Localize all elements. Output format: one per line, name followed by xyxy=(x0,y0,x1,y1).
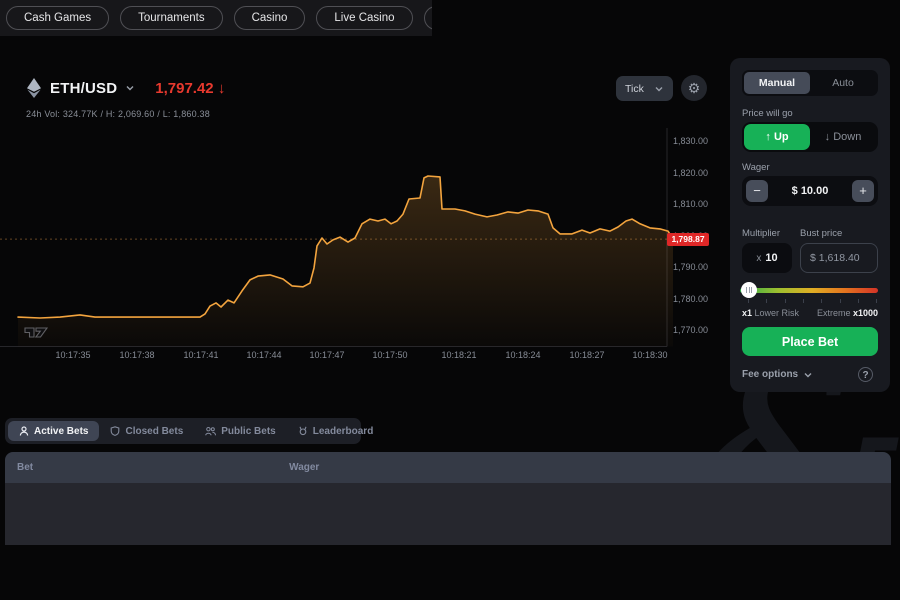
column-wager: Wager xyxy=(289,462,320,473)
down-arrow-icon: ↓ xyxy=(824,131,831,143)
shield-icon xyxy=(111,426,120,436)
interval-dropdown-value: Tick xyxy=(625,82,644,95)
risk-slider-handle[interactable] xyxy=(741,282,757,298)
wager-plus-button[interactable]: + xyxy=(851,180,874,202)
down-button[interactable]: ↓ Down xyxy=(824,131,862,143)
y-axis-label: 1,820.00 xyxy=(673,168,709,178)
bets-table-header: Bet Wager xyxy=(5,452,891,483)
price-chart[interactable] xyxy=(0,128,730,347)
mode-toggle: Manual Auto xyxy=(742,70,878,96)
multiplier-label: Multiplier xyxy=(742,228,781,239)
bets-table-body xyxy=(5,483,891,545)
person-icon xyxy=(19,426,29,436)
bet-panel: Manual Auto Price will go ↑ Up ↓ Down Wa… xyxy=(730,58,890,392)
y-axis-label: 1,790.00 xyxy=(673,262,709,272)
chart-area-fill xyxy=(18,176,673,347)
pair-header: ETH/USD 1,797.42 ↓ xyxy=(26,77,225,99)
tab-closed-bets[interactable]: Closed Bets xyxy=(99,421,194,441)
x-axis-label: 10:17:35 xyxy=(55,350,91,360)
tab-leaderboard[interactable]: Leaderboard xyxy=(287,421,385,441)
tab-public-bets[interactable]: Public Bets xyxy=(194,421,286,441)
nav-live-casino[interactable]: Live Casino xyxy=(316,6,413,30)
x-axis-label: 10:18:24 xyxy=(505,350,541,360)
market-stats: 24h Vol: 324.77K / H: 2,069.60 / L: 1,86… xyxy=(26,109,210,119)
x-axis-label: 10:18:21 xyxy=(441,350,477,360)
column-bet: Bet xyxy=(17,462,34,473)
current-price: 1,797.42 ↓ xyxy=(155,79,226,97)
tradingview-logo-icon[interactable] xyxy=(24,325,49,346)
chevron-down-icon[interactable] xyxy=(125,83,135,93)
tab-auto[interactable]: Auto xyxy=(832,77,854,89)
price-will-go-label: Price will go xyxy=(742,108,793,119)
help-button[interactable]: ? xyxy=(858,367,873,382)
users-icon xyxy=(205,427,217,436)
x-axis-label: 10:17:47 xyxy=(309,350,345,360)
x-axis-label: 10:18:27 xyxy=(569,350,605,360)
bust-price-input[interactable]: $ 1,618.40 xyxy=(800,243,878,273)
fee-options-row: Fee options ? xyxy=(742,367,878,382)
y-axis-label: 1,810.00 xyxy=(673,199,709,209)
tab-active-bets[interactable]: Active Bets xyxy=(8,421,100,441)
x-axis-label: 10:17:44 xyxy=(246,350,282,360)
wager-label: Wager xyxy=(742,162,770,173)
chevron-down-icon xyxy=(804,372,812,377)
current-price-badge: 1,798.87 xyxy=(667,233,709,246)
place-bet-button[interactable]: Place Bet xyxy=(742,327,878,356)
bets-tab-bar: Active Bets Closed Bets Public Bets Lead… xyxy=(5,418,373,444)
x-axis-label: 10:18:30 xyxy=(632,350,668,360)
nav-sports[interactable]: Sports xyxy=(423,6,432,30)
x-axis-label: 10:17:41 xyxy=(183,350,219,360)
wager-minus-button[interactable]: − xyxy=(746,180,768,202)
top-navigation: Cash Games Tournaments Casino Live Casin… xyxy=(0,0,432,36)
price-down-arrow-icon: ↓ xyxy=(217,79,226,97)
interval-dropdown[interactable]: Tick xyxy=(616,76,673,101)
bust-price-value: $ 1,618.40 xyxy=(810,252,860,264)
nav-tournaments[interactable]: Tournaments xyxy=(120,6,223,30)
up-button[interactable]: ↑ Up xyxy=(744,124,810,150)
y-axis-label: 1,830.00 xyxy=(673,136,709,146)
x-axis-labels: 10:17:35 10:17:38 10:17:41 10:17:44 10:17:47… xyxy=(0,350,730,364)
eth-icon xyxy=(26,77,42,99)
risk-labels: x1 Lower Risk Extreme x1000 xyxy=(742,308,878,318)
nav-cash-games[interactable]: Cash Games xyxy=(6,6,110,30)
direction-toggle: ↑ Up ↓ Down xyxy=(742,122,878,152)
chart-price-line xyxy=(17,175,674,319)
up-arrow-icon: ↑ xyxy=(765,131,771,143)
wager-value[interactable]: $ 10.00 xyxy=(791,185,829,197)
x-axis-label: 10:17:38 xyxy=(119,350,155,360)
chevron-down-icon xyxy=(655,86,663,91)
x-axis-label: 10:17:50 xyxy=(372,350,408,360)
y-axis-label: 1,770.00 xyxy=(673,325,709,335)
bust-price-label: Bust price xyxy=(800,228,843,239)
chart-settings-button[interactable]: ⚙ xyxy=(681,75,707,101)
multiplier-value: 10 xyxy=(765,252,778,264)
tab-manual[interactable]: Manual xyxy=(744,72,810,94)
gear-icon: ⚙ xyxy=(687,80,701,96)
medal-icon xyxy=(299,426,307,436)
fee-options-toggle[interactable]: Fee options xyxy=(742,369,799,380)
pair-selector-label[interactable]: ETH/USD xyxy=(50,79,118,97)
wager-stepper: − $ 10.00 + xyxy=(742,176,878,206)
risk-slider-ticks xyxy=(730,299,890,304)
multiplier-input[interactable]: x 10 xyxy=(742,243,792,273)
y-axis-label: 1,780.00 xyxy=(673,294,709,304)
risk-slider-track[interactable] xyxy=(740,288,878,293)
nav-casino[interactable]: Casino xyxy=(233,6,306,30)
